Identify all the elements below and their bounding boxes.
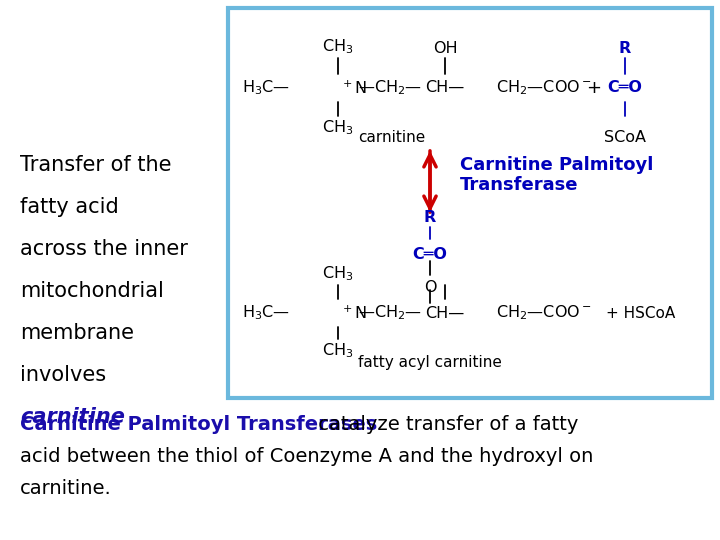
Text: CH—: CH—	[426, 306, 464, 321]
Text: involves: involves	[20, 365, 106, 385]
Text: —CH$_2$—: —CH$_2$—	[358, 79, 422, 97]
Text: CH—: CH—	[426, 80, 464, 96]
Text: —CH$_2$—: —CH$_2$—	[358, 303, 422, 322]
Text: fatty acyl carnitine: fatty acyl carnitine	[358, 355, 502, 370]
Text: carnitine: carnitine	[20, 407, 125, 427]
Text: H$_3$C—: H$_3$C—	[242, 79, 290, 97]
Text: Transfer of the: Transfer of the	[20, 155, 171, 175]
Text: Carnitine Palmitoyl
Transferase: Carnitine Palmitoyl Transferase	[460, 156, 653, 194]
Text: membrane: membrane	[20, 323, 134, 343]
Text: .: .	[128, 407, 135, 427]
Text: across the inner: across the inner	[20, 239, 188, 259]
Text: CH$_3$: CH$_3$	[323, 37, 354, 56]
Text: fatty acid: fatty acid	[20, 197, 119, 217]
Text: OH: OH	[433, 41, 457, 56]
Text: C═O: C═O	[413, 247, 447, 262]
Text: carnitine.: carnitine.	[20, 479, 112, 498]
Text: mitochondrial: mitochondrial	[20, 281, 164, 301]
Text: CH$_2$—COO$^-$: CH$_2$—COO$^-$	[496, 79, 592, 97]
Text: C═O: C═O	[608, 80, 642, 96]
Text: acid between the thiol of Coenzyme A and the hydroxyl on: acid between the thiol of Coenzyme A and…	[20, 447, 593, 466]
Text: $^+$N: $^+$N	[340, 79, 367, 97]
Text: +: +	[586, 79, 601, 97]
Bar	[228, 8, 712, 398]
Text: CH$_3$: CH$_3$	[323, 264, 354, 283]
Text: Carnitine Palmitoyl Transferases: Carnitine Palmitoyl Transferases	[20, 415, 377, 434]
Text: catalyze transfer of a fatty: catalyze transfer of a fatty	[312, 415, 578, 434]
Text: R: R	[619, 41, 631, 56]
Text: $^+$N: $^+$N	[340, 305, 367, 322]
Text: R: R	[424, 210, 436, 225]
Text: CH$_3$: CH$_3$	[323, 341, 354, 360]
Text: SCoA: SCoA	[604, 130, 646, 145]
Text: H$_3$C—: H$_3$C—	[242, 303, 290, 322]
Text: CH$_2$—COO$^-$: CH$_2$—COO$^-$	[496, 303, 592, 322]
Text: carnitine: carnitine	[358, 130, 426, 145]
Text: + HSCoA: + HSCoA	[606, 306, 675, 321]
Text: CH$_3$: CH$_3$	[323, 118, 354, 137]
Text: O: O	[424, 280, 436, 295]
